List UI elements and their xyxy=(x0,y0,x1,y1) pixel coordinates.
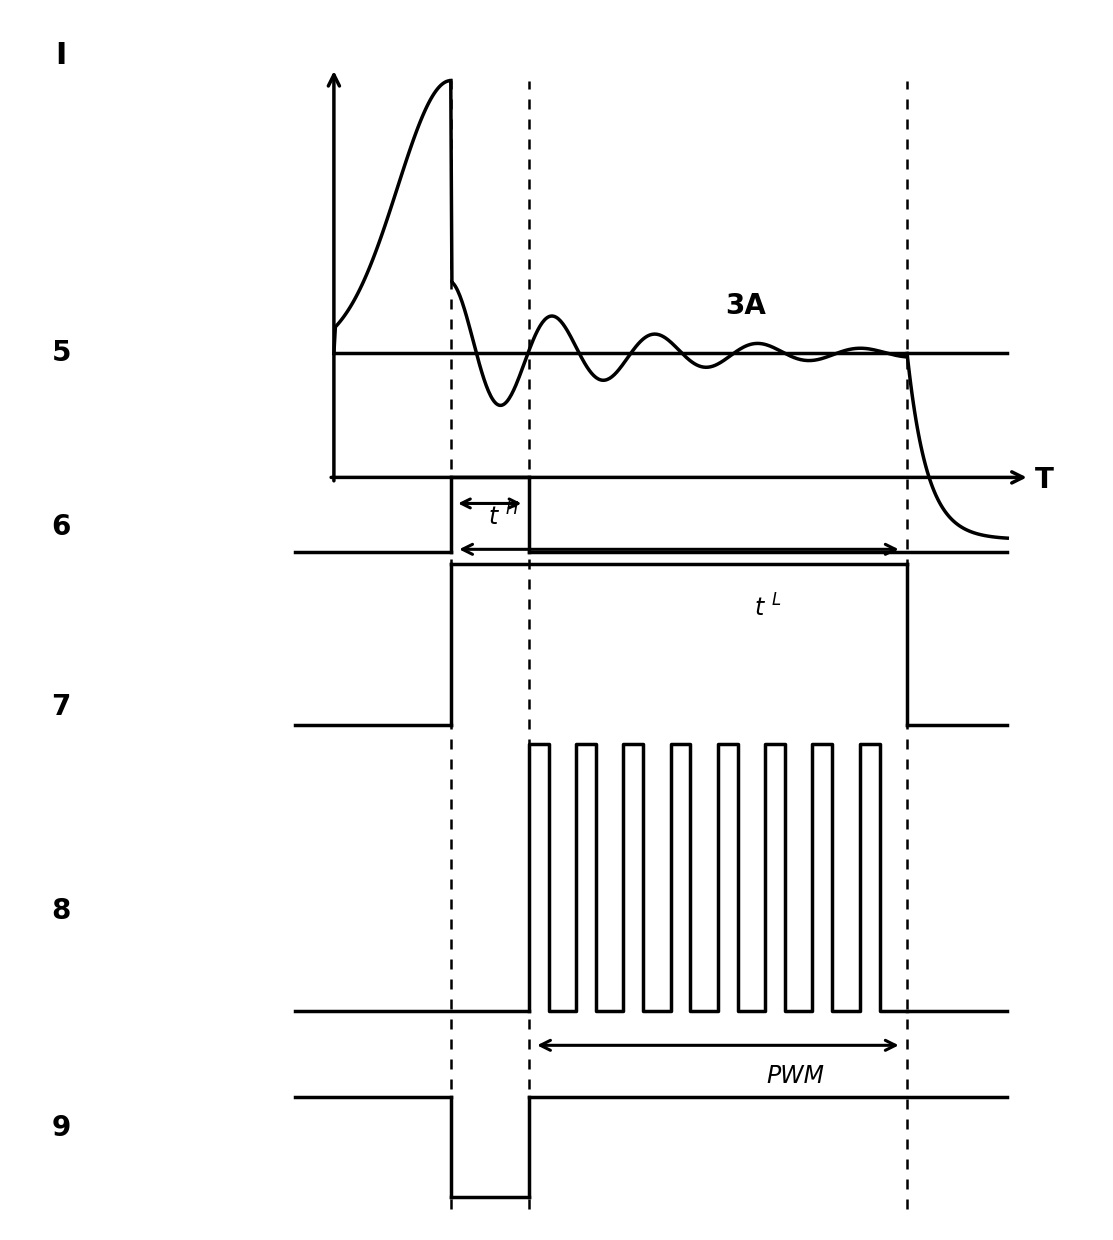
Text: 8: 8 xyxy=(51,898,71,925)
Text: 6: 6 xyxy=(51,513,71,541)
Text: 3A: 3A xyxy=(726,293,766,320)
Text: 7: 7 xyxy=(51,693,71,720)
Text: t $^L$: t $^L$ xyxy=(755,594,781,621)
Text: T: T xyxy=(1035,466,1053,494)
Text: I: I xyxy=(56,41,67,71)
Text: PWM: PWM xyxy=(767,1064,825,1089)
Text: 9: 9 xyxy=(51,1115,71,1142)
Text: t $^H$: t $^H$ xyxy=(487,503,519,531)
Text: 5: 5 xyxy=(51,340,71,367)
